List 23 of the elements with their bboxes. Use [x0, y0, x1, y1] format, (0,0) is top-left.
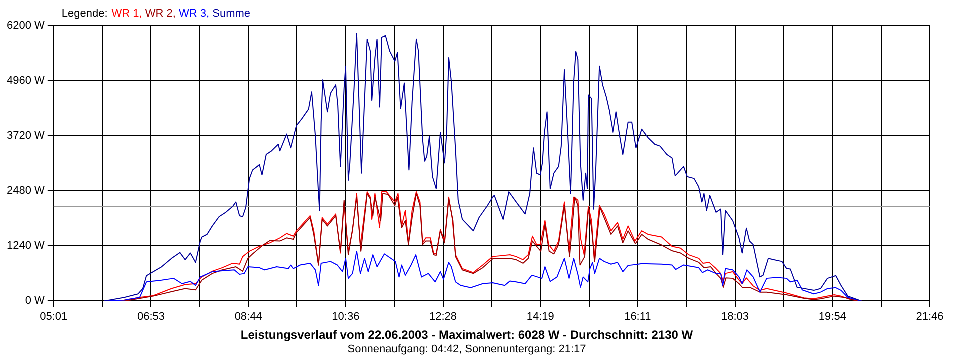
- x-tick-label: 18:03: [722, 310, 750, 323]
- x-tick-label: 14:19: [526, 310, 554, 323]
- text: WR 2,: [145, 8, 176, 20]
- text: WR 3,: [179, 8, 210, 20]
- text: WR 1,: [112, 8, 142, 20]
- y-tick-label: 6200 W: [6, 20, 46, 32]
- y-tick-label: 4960 W: [6, 75, 46, 88]
- text: Sonnenaufgang: 04:42, Sonnenuntergang: 21:17: [348, 343, 586, 356]
- y-tick-label: 3720 W: [6, 130, 46, 142]
- legend-title: Legende:: [62, 8, 108, 20]
- x-tick-label: 12:28: [429, 310, 458, 323]
- y-tick-label: 2480 W: [6, 185, 46, 198]
- x-tick-label: 21:46: [916, 310, 944, 323]
- x-tick-label: 06:53: [137, 310, 166, 323]
- x-tick-label: 19:54: [818, 310, 846, 323]
- x-tick-label: 08:44: [234, 310, 262, 323]
- y-tick-label: 1240 W: [6, 240, 46, 252]
- text: Summe: [212, 8, 251, 20]
- text: Leistungsverlauf vom 22.06.2003 - Maximalwert: 6028 W - Durchschnitt: 2130 W: [240, 328, 694, 342]
- x-tick-label: 05:01: [40, 310, 68, 323]
- y-tick-label: 0 W: [25, 295, 46, 308]
- x-tick-label: 10:36: [332, 310, 360, 323]
- x-tick-label: 16:11: [624, 310, 652, 323]
